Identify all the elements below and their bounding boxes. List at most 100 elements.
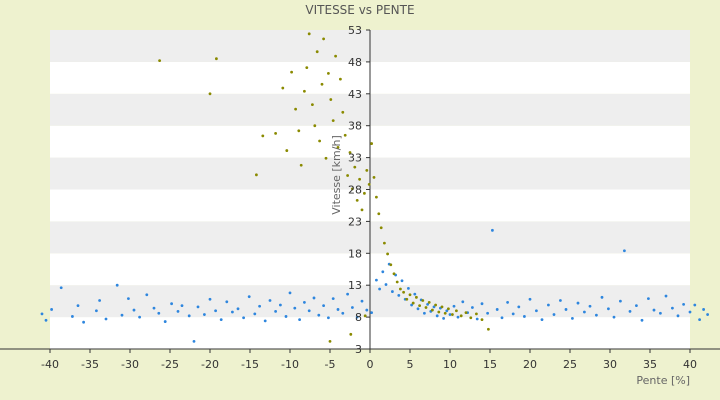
- x-tick-label: 0: [367, 358, 374, 371]
- series-2-point: [395, 280, 399, 284]
- series-1-point: [571, 316, 574, 320]
- series-1-point: [346, 292, 349, 296]
- series-1-point: [360, 299, 364, 303]
- series-1-point: [486, 311, 489, 315]
- x-tick-label: 25: [563, 358, 577, 371]
- series-2-point: [158, 59, 162, 63]
- series-2-point: [327, 71, 330, 75]
- series-1-point: [247, 295, 251, 299]
- series-2-point: [360, 208, 364, 212]
- series-1-point: [583, 310, 586, 314]
- series-1-point: [659, 311, 662, 315]
- series-1-point: [511, 312, 515, 316]
- series-2-point: [418, 304, 421, 308]
- series-2-point: [329, 98, 333, 101]
- series-1-point: [196, 305, 200, 309]
- series-2-point: [294, 107, 297, 111]
- series-1-point: [456, 315, 460, 319]
- series-1-point: [274, 309, 277, 313]
- series-2-point: [297, 129, 301, 133]
- series-1-point: [176, 309, 180, 313]
- y-tick-label: 38: [348, 120, 362, 133]
- series-1-point: [410, 303, 413, 307]
- series-2-point: [455, 309, 458, 313]
- series-1-point: [471, 306, 474, 309]
- x-tick-label: -20: [201, 358, 219, 371]
- series-2-point: [303, 89, 306, 93]
- series-2-point: [307, 32, 311, 36]
- series-2-point: [348, 151, 352, 154]
- series-2-point: [443, 311, 447, 315]
- series-2-point: [367, 182, 371, 186]
- series-2-point: [315, 50, 319, 54]
- series-2-point: [365, 168, 369, 172]
- x-tick-label: -10: [281, 358, 299, 371]
- series-1-point: [413, 292, 417, 296]
- series-1-point: [163, 320, 167, 323]
- series-1-point: [623, 249, 626, 253]
- series-1-point: [98, 299, 101, 302]
- series-1-point: [452, 304, 456, 308]
- series-1-point: [448, 313, 452, 316]
- series-2-point: [427, 301, 431, 304]
- series-1-point: [322, 304, 325, 308]
- series-2-point: [208, 92, 212, 96]
- series-1-point: [381, 270, 385, 274]
- series-2-point: [346, 174, 349, 177]
- x-axis-title: Pente [%]: [636, 374, 690, 387]
- series-1-point: [126, 297, 130, 300]
- x-tick-label: 10: [443, 358, 457, 371]
- series-1-point: [303, 301, 306, 304]
- series-1-point: [120, 313, 124, 317]
- series-2-point: [392, 272, 396, 276]
- series-1-point: [547, 303, 550, 307]
- series-2-point: [405, 297, 409, 301]
- series-1-point: [688, 310, 692, 314]
- series-1-point: [59, 286, 63, 290]
- series-1-point: [612, 315, 616, 319]
- series-1-point: [192, 339, 196, 343]
- series-1-point: [535, 309, 538, 313]
- series-1-point: [375, 278, 378, 282]
- series-1-point: [426, 302, 429, 306]
- series-1-point: [435, 314, 439, 318]
- series-1-point: [391, 290, 394, 293]
- series-1-point: [351, 306, 354, 309]
- series-2-point: [370, 142, 373, 145]
- series-2-point: [434, 303, 437, 307]
- x-tick-label: 5: [407, 358, 414, 371]
- x-tick-label: 15: [483, 358, 497, 371]
- series-2-point: [285, 149, 289, 152]
- series-1-point: [480, 302, 484, 306]
- series-2-point: [386, 252, 389, 256]
- series-2-point: [322, 37, 325, 41]
- series-2-point: [372, 175, 376, 179]
- y-tick-label: 33: [348, 152, 362, 165]
- series-1-point: [279, 303, 282, 307]
- series-1-point: [475, 317, 479, 321]
- series-2-point: [290, 70, 293, 74]
- series-1-point: [236, 307, 240, 311]
- series-2-point: [379, 226, 383, 230]
- series-1-point: [40, 312, 44, 316]
- series-1-point: [370, 311, 373, 315]
- series-2-point: [437, 310, 441, 314]
- series-1-point: [50, 308, 53, 311]
- series-1-point: [284, 315, 288, 318]
- series-1-point: [500, 316, 504, 320]
- series-1-point: [365, 308, 369, 312]
- series-1-point: [384, 283, 388, 286]
- series-1-point: [152, 306, 156, 310]
- series-2-point: [339, 77, 342, 81]
- series-2-point: [353, 165, 357, 169]
- series-1-point: [214, 309, 218, 313]
- series-2-point: [311, 103, 314, 107]
- series-1-point: [76, 304, 80, 308]
- series-1-point: [71, 315, 74, 318]
- y-tick-label: 23: [348, 215, 362, 228]
- series-2-point: [215, 57, 218, 61]
- series-1-point: [588, 304, 592, 308]
- series-1-point: [397, 294, 401, 297]
